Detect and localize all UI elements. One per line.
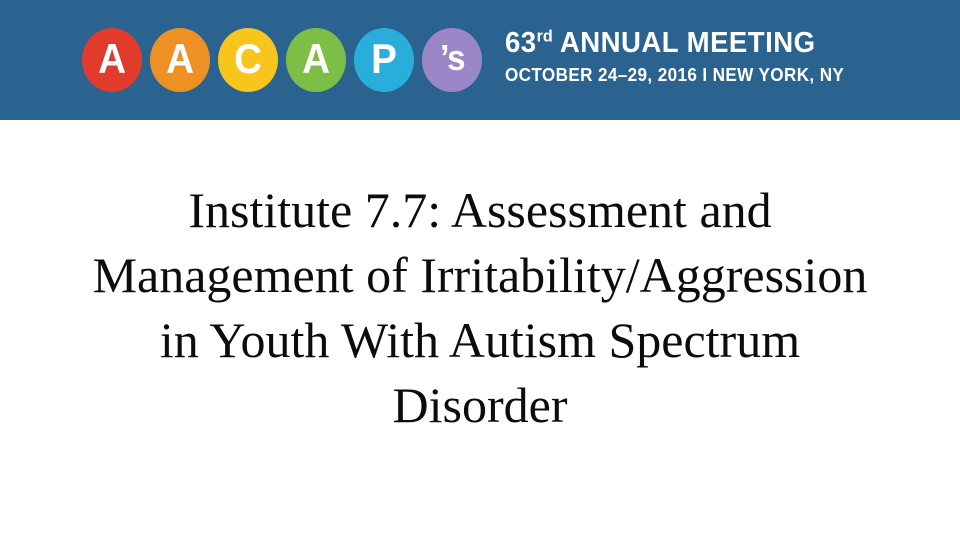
meeting-info: 63rd ANNUAL MEETING OCTOBER 24–29, 2016 … — [505, 26, 862, 86]
conference-banner: A A C A P ’s 63rd ANNUAL MEETING OCTOBER… — [0, 0, 960, 120]
logo-circle-p-blue: P — [354, 28, 414, 92]
title-line-1: Institute 7.7: Assessment and — [188, 182, 772, 238]
logo-circle-c-yellow: C — [218, 28, 278, 92]
meeting-ordinal-suffix: rd — [536, 26, 553, 46]
logo-circle-a-orange: A — [150, 28, 210, 92]
logo-letter: ’s — [439, 37, 465, 78]
logo-letter: A — [98, 35, 127, 82]
logo-circle-apostrophe-s-purple: ’s — [422, 28, 482, 92]
title-line-2: Management of Irritability/Aggression — [92, 247, 868, 303]
logo-letter: C — [234, 35, 263, 82]
slide-title: Institute 7.7: Assessment and Management… — [40, 178, 920, 438]
aacap-logo: A A C A P ’s — [82, 28, 482, 92]
title-line-3: in Youth With Autism Spectrum — [159, 312, 801, 368]
meeting-dates-location: OCTOBER 24–29, 2016 I NEW YORK, NY — [505, 65, 845, 85]
logo-circle-a-red: A — [82, 28, 142, 92]
title-line-4: Disorder — [392, 377, 568, 433]
logo-letter: P — [371, 35, 398, 82]
logo-letter: A — [302, 35, 331, 82]
logo-circle-a-green: A — [286, 28, 346, 92]
logo-letter: A — [166, 35, 195, 82]
meeting-headline: 63rd ANNUAL MEETING — [505, 26, 844, 59]
meeting-headline-rest: ANNUAL MEETING — [552, 27, 816, 59]
meeting-number: 63 — [505, 27, 537, 59]
